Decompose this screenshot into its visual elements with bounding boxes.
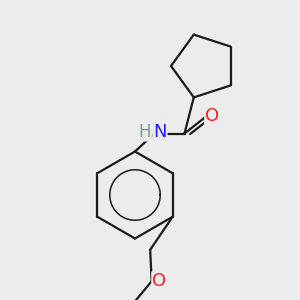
- Text: O: O: [205, 106, 219, 124]
- Text: H: H: [139, 123, 151, 141]
- Text: O: O: [152, 272, 166, 290]
- Text: N: N: [153, 123, 167, 141]
- Text: N: N: [153, 123, 167, 141]
- Text: O: O: [152, 272, 166, 290]
- Text: H: H: [139, 123, 151, 141]
- Text: O: O: [205, 106, 219, 124]
